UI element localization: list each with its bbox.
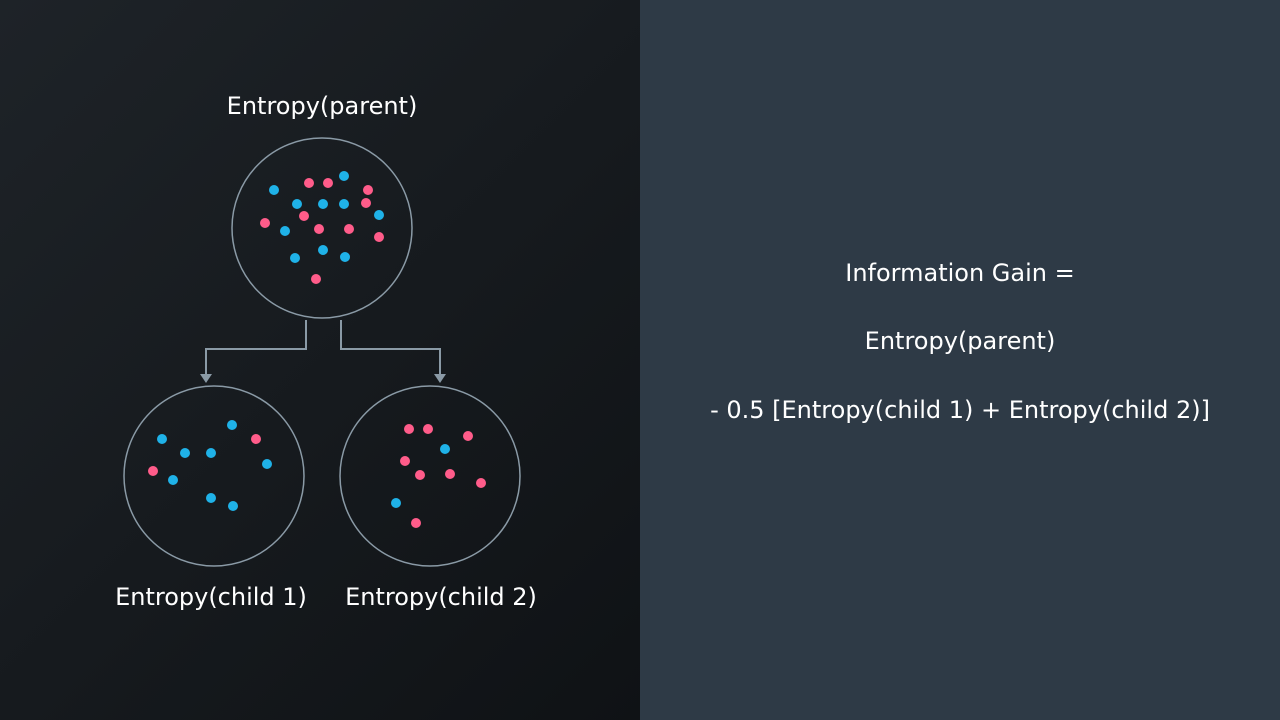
pink-point bbox=[423, 424, 433, 434]
pink-point bbox=[251, 434, 261, 444]
arrow-to-child-2 bbox=[340, 320, 441, 376]
blue-point bbox=[227, 420, 237, 430]
pink-point bbox=[374, 232, 384, 242]
child-2-node bbox=[339, 385, 521, 567]
parent-entropy-label: Entropy(parent) bbox=[226, 92, 418, 120]
pink-point bbox=[148, 466, 158, 476]
pink-point bbox=[299, 211, 309, 221]
pink-point bbox=[476, 478, 486, 488]
blue-point bbox=[318, 245, 328, 255]
blue-point bbox=[168, 475, 178, 485]
pink-point bbox=[415, 470, 425, 480]
pink-point bbox=[361, 198, 371, 208]
blue-point bbox=[318, 199, 328, 209]
decision-tree-diagram bbox=[123, 137, 521, 567]
blue-point bbox=[374, 210, 384, 220]
blue-point bbox=[228, 501, 238, 511]
pink-point bbox=[404, 424, 414, 434]
blue-point bbox=[339, 171, 349, 181]
child-1-entropy-label: Entropy(child 1) bbox=[115, 583, 307, 611]
pink-point bbox=[411, 518, 421, 528]
blue-point bbox=[206, 493, 216, 503]
blue-point bbox=[280, 226, 290, 236]
formula-line-1: Information Gain = bbox=[845, 259, 1075, 287]
formula-line-2: Entropy(parent) bbox=[864, 327, 1056, 355]
arrowhead-child-1 bbox=[200, 374, 212, 383]
diagram-panel: Entropy(parent) Entropy(child 1) Entropy… bbox=[0, 0, 640, 720]
formula-panel: Information Gain = Entropy(parent) - 0.5… bbox=[640, 0, 1280, 720]
pink-point bbox=[314, 224, 324, 234]
blue-point bbox=[391, 498, 401, 508]
blue-point bbox=[206, 448, 216, 458]
blue-point bbox=[440, 444, 450, 454]
pink-point bbox=[260, 218, 270, 228]
formula-line-3: - 0.5 [Entropy(child 1) + Entropy(child … bbox=[710, 396, 1210, 424]
pink-point bbox=[323, 178, 333, 188]
blue-point bbox=[340, 252, 350, 262]
pink-point bbox=[304, 178, 314, 188]
pink-point bbox=[363, 185, 373, 195]
pink-point bbox=[445, 469, 455, 479]
arrowhead-child-2 bbox=[434, 374, 446, 383]
child-2-node-points bbox=[391, 424, 486, 528]
arrow-to-child-1 bbox=[205, 320, 307, 376]
blue-point bbox=[180, 448, 190, 458]
blue-point bbox=[292, 199, 302, 209]
blue-point bbox=[157, 434, 167, 444]
blue-point bbox=[339, 199, 349, 209]
pink-point bbox=[344, 224, 354, 234]
child-1-node bbox=[123, 385, 305, 567]
blue-point bbox=[269, 185, 279, 195]
parent-node bbox=[231, 137, 413, 319]
blue-point bbox=[262, 459, 272, 469]
pink-point bbox=[311, 274, 321, 284]
child-1-node-points bbox=[148, 420, 272, 511]
child-2-entropy-label: Entropy(child 2) bbox=[345, 583, 537, 611]
pink-point bbox=[400, 456, 410, 466]
blue-point bbox=[290, 253, 300, 263]
pink-point bbox=[463, 431, 473, 441]
parent-node-points bbox=[260, 171, 384, 284]
